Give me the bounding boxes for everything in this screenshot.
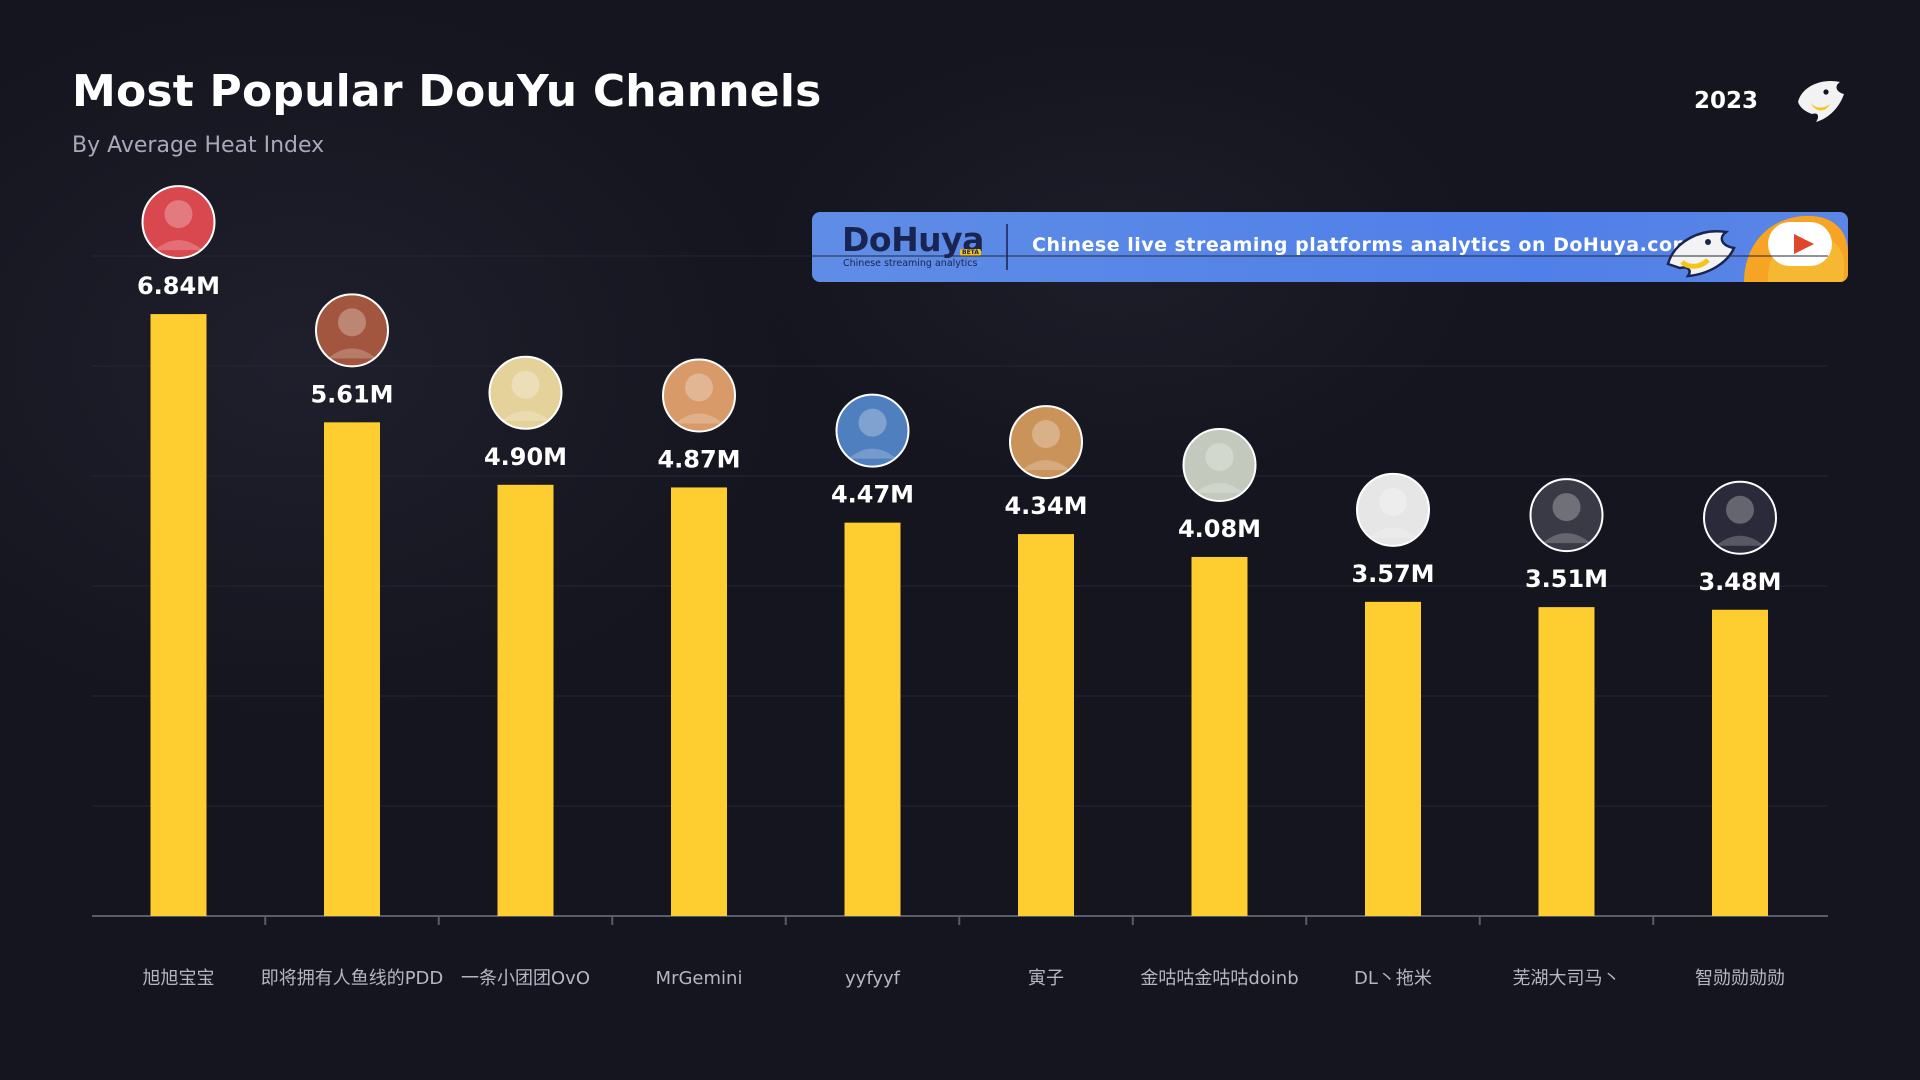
avatar-face [511,370,540,399]
avatar [1703,480,1777,555]
avatar-face [1552,493,1581,522]
bar [671,487,727,916]
bar [1018,534,1074,916]
data-label: 5.61M [310,380,393,408]
avatar-body [328,348,376,359]
avatar [1182,427,1257,502]
category-label: 旭旭宝宝 [143,968,215,989]
banner-text: Chinese live streaming platforms analyti… [1032,234,1693,256]
mascot-play-icon [1666,215,1848,282]
avatar [662,358,736,433]
data-label: 4.90M [484,443,567,471]
category-label: 金咕咕金咕咕doinb [1140,968,1298,989]
page-subtitle: By Average Heat Index [72,133,325,158]
avatar-face [1726,495,1754,524]
banner-brand-tagline: Chinese streaming analytics [843,258,978,269]
category-label: 一条小团团OvO [461,968,590,989]
data-label: 3.48M [1698,568,1781,596]
data-label: 4.08M [1178,515,1261,543]
avatar-body [1369,527,1417,538]
category-label: 寅子 [1028,968,1064,989]
avatar [315,293,389,368]
bar [1365,601,1421,916]
data-label: 4.34M [1004,492,1087,520]
avatar-body [1542,533,1591,544]
dohuya-banner[interactable]: DoHuya BETA Chinese streaming analytics … [812,212,1848,282]
avatar [1529,478,1604,553]
avatar [835,393,910,468]
bar [324,422,380,916]
shark-logo-icon [1798,80,1844,122]
avatar-body [848,448,897,459]
avatar-face [858,408,887,437]
data-label: 4.87M [657,445,740,473]
avatar-face [685,373,713,402]
avatar-face [1205,442,1234,471]
bar [1538,607,1595,916]
avatar-body [154,240,203,251]
category-label: 芜湖大司马丶 [1513,968,1621,989]
avatar [488,355,563,430]
category-label: yyfyyf [845,968,901,989]
category-label: DL丶拖米 [1354,968,1432,989]
data-label: 4.47M [831,481,914,509]
data-label: 3.57M [1351,560,1434,588]
avatar-body [1716,535,1764,546]
bar [1712,609,1768,916]
year-label: 2023 [1693,88,1758,114]
avatar-face [1032,420,1060,449]
banner-divider [1006,224,1008,270]
bar [497,484,554,916]
data-label: 3.51M [1525,565,1608,593]
category-label: 即将拥有人鱼线的PDD [261,968,444,989]
bar [1191,556,1248,916]
category-label: MrGemini [656,968,743,989]
bar [150,314,207,917]
avatar-face [164,200,193,229]
avatar-face [338,308,366,337]
page-title: Most Popular DouYu Channels [72,66,822,117]
avatar-body [1195,482,1244,493]
avatar-body [501,410,550,421]
avatar [1356,472,1430,547]
avatar [141,185,216,260]
data-label: 6.84M [137,272,220,300]
avatar-body [1022,460,1070,471]
banner-beta-badge: BETA [960,249,981,256]
avatar-body [675,413,723,424]
avatar-face [1379,487,1407,516]
bar [844,522,901,916]
category-label: 智勋勋勋勋 [1695,968,1785,989]
avatar [1009,405,1083,480]
